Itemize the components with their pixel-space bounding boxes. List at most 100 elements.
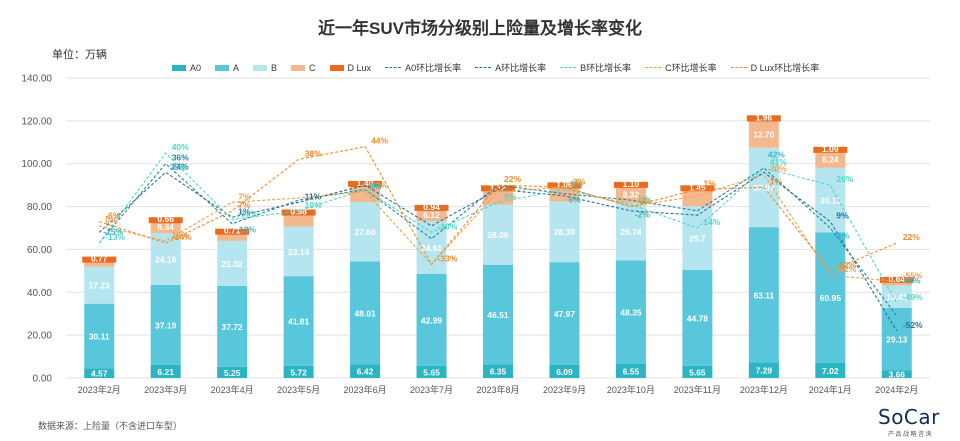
bar-a bbox=[350, 261, 381, 365]
legend-label-a: A bbox=[233, 62, 240, 73]
bar-c bbox=[416, 207, 447, 222]
bar-b bbox=[815, 167, 846, 233]
brand-tagline: 产品战略咨询 bbox=[888, 432, 934, 438]
y-tick-label: 80.00 bbox=[27, 202, 52, 213]
bar-a0 bbox=[682, 365, 713, 378]
bar-a bbox=[615, 260, 646, 364]
data-label: 6.42 bbox=[357, 367, 374, 377]
data-label: 0.94 bbox=[423, 202, 440, 212]
rate-label: 1% bbox=[238, 206, 251, 216]
data-label: 46.51 bbox=[487, 310, 509, 320]
data-label: 28.06 bbox=[487, 230, 509, 240]
data-label: 24.61 bbox=[421, 243, 443, 253]
legend-swatch-a0 bbox=[172, 64, 186, 71]
data-label: 30.11 bbox=[89, 331, 110, 341]
bar-c bbox=[283, 212, 314, 227]
bar-a bbox=[549, 262, 580, 365]
rate-label: -49% bbox=[903, 292, 923, 302]
rate-line-b bbox=[98, 152, 898, 304]
bar-a0 bbox=[150, 364, 181, 378]
x-tick-label: 2023年2月 bbox=[78, 384, 121, 395]
data-label-bg bbox=[82, 256, 117, 263]
bar-a0 bbox=[615, 363, 646, 378]
legend-swatch-c bbox=[291, 64, 306, 71]
legend-item-dlux-rate: D Lux环比增长率 bbox=[730, 61, 819, 74]
x-tick-label: 2023年12月 bbox=[740, 384, 788, 395]
bar-a0 bbox=[217, 366, 248, 378]
rate-label: 22% bbox=[504, 174, 521, 184]
legend-item-a0: A0 bbox=[172, 63, 201, 73]
data-label: 1.96 bbox=[756, 112, 773, 122]
data-label: 29.7 bbox=[689, 234, 706, 244]
y-tick-label: 140.00 bbox=[21, 74, 52, 85]
data-label-bg bbox=[879, 276, 914, 283]
rate-line-c bbox=[99, 173, 897, 283]
bar-a bbox=[881, 307, 912, 371]
y-tick-label: 40.00 bbox=[27, 288, 52, 299]
data-label: 48.01 bbox=[354, 308, 376, 318]
data-label: 3.66 bbox=[888, 370, 905, 380]
legend-item-dlux: D Lux bbox=[329, 63, 371, 73]
rate-label: 1% bbox=[637, 193, 650, 203]
rate-label: -13% bbox=[105, 232, 125, 242]
y-tick-label: 0.00 bbox=[33, 374, 53, 385]
bar-a bbox=[283, 276, 314, 366]
legend-item-b-rate: B环比增长率 bbox=[560, 61, 631, 74]
data-label: 21.02 bbox=[222, 259, 244, 269]
brand-logo: SoCar bbox=[878, 405, 940, 429]
rate-label: 22% bbox=[903, 232, 920, 242]
legend-label-b: B bbox=[271, 62, 278, 73]
data-label: 6.21 bbox=[157, 367, 174, 377]
rate-label: -13% bbox=[236, 224, 256, 234]
x-tick-label: 2024年2月 bbox=[875, 384, 918, 395]
x-tick-label: 2023年9月 bbox=[543, 384, 586, 395]
rate-label: 7% bbox=[238, 200, 251, 210]
data-label: 8.24 bbox=[822, 155, 839, 165]
bar-a bbox=[682, 269, 713, 366]
data-label: 37.72 bbox=[222, 322, 244, 332]
bar-b bbox=[150, 233, 181, 285]
data-label-bg bbox=[215, 228, 250, 235]
data-label: 27.66 bbox=[354, 227, 376, 237]
rate-label: 35% bbox=[170, 162, 187, 172]
rate-line-a0 bbox=[98, 162, 898, 317]
legend-line-b-rate bbox=[560, 67, 577, 68]
data-label: 12.70 bbox=[753, 130, 775, 140]
data-label: 8.32 bbox=[623, 190, 640, 200]
rate-label: 8% bbox=[369, 181, 382, 191]
bar-a0 bbox=[416, 365, 447, 378]
legend-line-dlux-rate bbox=[730, 67, 747, 68]
unit-label: 单位：万辆 bbox=[52, 49, 107, 61]
bar-b bbox=[84, 266, 115, 304]
rate-label: -52% bbox=[903, 320, 923, 330]
y-tick-label: 60.00 bbox=[27, 245, 52, 256]
x-tick-label: 2023年4月 bbox=[211, 384, 254, 395]
rate-label: 24% bbox=[172, 161, 189, 171]
data-label: 6.09 bbox=[556, 367, 573, 377]
rate-label: 26% bbox=[836, 174, 853, 184]
data-label: 5.65 bbox=[423, 367, 440, 377]
rate-label: 36% bbox=[172, 153, 189, 163]
rate-label: 1% bbox=[703, 178, 716, 188]
data-label-bg bbox=[414, 204, 449, 211]
data-label-bg bbox=[281, 209, 316, 216]
data-label: 28.39 bbox=[554, 227, 576, 237]
x-tick-label: 2024年1月 bbox=[809, 384, 852, 395]
rate-label: 0% bbox=[105, 215, 118, 225]
bar-a bbox=[217, 285, 248, 367]
data-label: 41.81 bbox=[288, 316, 310, 326]
rate-label: 14% bbox=[703, 217, 720, 227]
x-tick-label: 2023年10月 bbox=[607, 384, 655, 395]
bar-b bbox=[881, 285, 912, 308]
legend-line-a-rate bbox=[475, 67, 492, 68]
data-label-bg bbox=[813, 146, 848, 153]
legend-line-a0-rate bbox=[385, 67, 402, 68]
rate-label: -15% bbox=[103, 226, 123, 236]
data-label: 42.99 bbox=[421, 315, 443, 325]
legend-label-a0-rate: A0环比增长率 bbox=[405, 63, 462, 73]
legend-label-a-rate: A环比增长率 bbox=[495, 63, 547, 73]
data-label: 7.29 bbox=[756, 366, 773, 376]
data-label: 26.74 bbox=[620, 227, 642, 237]
data-label: 29.13 bbox=[886, 334, 908, 344]
